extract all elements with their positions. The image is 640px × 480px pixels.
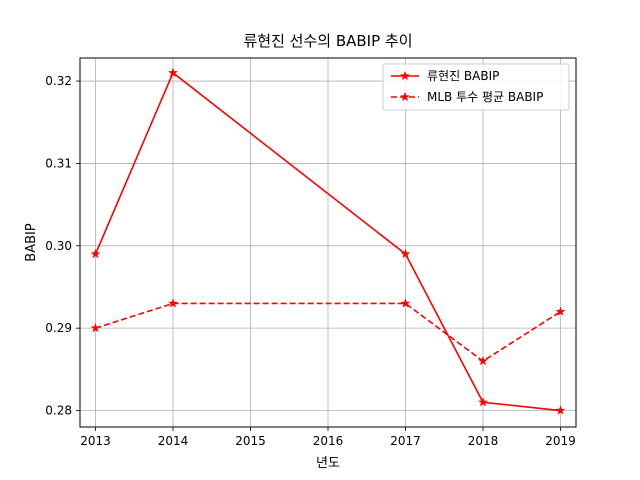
legend-marker-sample	[399, 91, 411, 102]
y-tick-label: 0.32	[45, 74, 72, 88]
legend-entry-label: 류현진 BABIP	[427, 69, 499, 83]
series-1	[90, 67, 566, 415]
y-axis-label: BABIP	[24, 223, 39, 262]
data-point-marker	[167, 67, 179, 78]
data-point-marker	[477, 397, 489, 407]
x-tick-label: 2014	[158, 434, 189, 448]
x-tick-label: 2013	[80, 434, 111, 448]
x-tick-label: 2015	[235, 434, 266, 448]
axis-ticks: 2013 2014 2015 2016 2017 2018 2019 0.28 0.29 0.30…	[45, 74, 575, 448]
x-tick-label: 2018	[468, 434, 499, 448]
legend-box	[382, 63, 570, 111]
data-point-marker	[167, 298, 179, 308]
data-point-marker	[400, 248, 411, 259]
y-tick-label: 0.30	[45, 239, 72, 253]
chart-title: 류현진 선수의 BABIP 추이	[243, 32, 412, 50]
series-lines	[90, 67, 566, 415]
series-line	[95, 302, 561, 363]
legend-marker-sample	[399, 70, 411, 81]
data-point-marker	[477, 355, 489, 366]
data-point-marker	[400, 298, 411, 308]
legend-entry-label: MLB 투수 평균 BABIP	[427, 90, 543, 104]
grid	[80, 58, 576, 427]
x-tick-label: 2017	[390, 434, 421, 448]
x-axis-label: 년도	[316, 456, 340, 471]
data-point-marker	[90, 322, 101, 333]
x-tick-label: 2019	[545, 434, 576, 448]
y-tick-label: 0.28	[45, 404, 72, 418]
x-tick-label: 2016	[313, 434, 344, 448]
y-tick-label: 0.29	[45, 321, 72, 335]
data-point-marker	[90, 248, 101, 259]
data-point-marker	[555, 306, 566, 316]
series-2	[90, 298, 566, 366]
data-point-marker	[555, 405, 566, 415]
legend: 류현진 BABIP MLB 투수 평균 BABIP	[382, 63, 570, 111]
y-tick-label: 0.31	[45, 156, 72, 170]
